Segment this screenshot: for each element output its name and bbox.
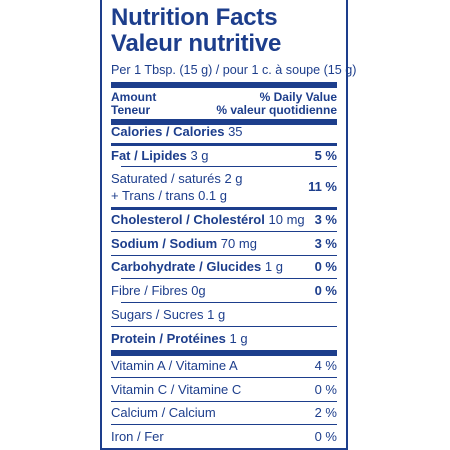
nutrition-facts-panel: Nutrition Facts Valeur nutritive Per 1 T… xyxy=(100,0,356,450)
calcium-label: Calcium / Calcium xyxy=(111,405,216,420)
amount-label: Amount xyxy=(111,90,157,104)
calcium-dv: 2 % xyxy=(314,405,337,420)
divider-thin xyxy=(111,326,337,327)
saturated-trans-dv: 11 % xyxy=(308,179,337,194)
divider-medium xyxy=(111,207,337,210)
sugars-label: Sugars / Sucres xyxy=(111,307,204,322)
calories-value: 35 xyxy=(228,124,243,139)
title-english: Nutrition Facts xyxy=(111,4,278,31)
saturated-label: Saturated / saturés xyxy=(111,171,221,186)
divider-medium xyxy=(111,143,337,146)
divider-thick xyxy=(111,119,337,125)
trans-value: 0.1 g xyxy=(198,188,227,203)
fat-value: 3 g xyxy=(190,148,209,163)
sodium-label: Sodium / Sodium xyxy=(111,236,218,251)
divider-thin xyxy=(121,302,337,303)
cholesterol-value: 10 mg xyxy=(268,212,305,227)
divider-thin xyxy=(121,278,337,279)
fibre-dv: 0 % xyxy=(314,283,337,298)
cholesterol-label: Cholesterol / Cholestérol xyxy=(111,212,265,227)
sugars-value: 1 g xyxy=(207,307,226,322)
fat-dv: 5 % xyxy=(314,148,337,163)
protein-label: Protein / Protéines xyxy=(111,331,226,346)
fibre-label: Fibre / Fibres xyxy=(111,283,188,298)
fibre-value: 0g xyxy=(191,283,206,298)
daily-value-label: % Daily Value xyxy=(259,90,337,104)
calories-label: Calories / Calories xyxy=(111,124,225,139)
title-french: Valeur nutritive xyxy=(111,30,282,57)
divider-thin xyxy=(121,166,337,167)
vitamin-a-dv: 4 % xyxy=(314,358,337,373)
divider-thin xyxy=(111,255,337,256)
vitamin-c-dv: 0 % xyxy=(314,382,337,397)
fat-label: Fat / Lipides xyxy=(111,148,187,163)
valeur-quotidienne-label: % valeur quotidienne xyxy=(216,103,337,117)
vitamin-c-label: Vitamin C / Vitamine C xyxy=(111,382,242,397)
carbohydrate-label: Carbohydrate / Glucides xyxy=(111,259,262,274)
serving-size: Per 1 Tbsp. (15 g) / pour 1 c. à soupe (… xyxy=(111,63,357,77)
divider-thin xyxy=(111,377,337,378)
sodium-value: 70 mg xyxy=(220,236,257,251)
nutrition-facts-content: Nutrition Facts Valeur nutritive Per 1 T… xyxy=(111,0,356,448)
iron-dv: 0 % xyxy=(314,429,337,444)
iron-label: Iron / Fer xyxy=(111,429,164,444)
teneur-label: Teneur xyxy=(111,103,151,117)
divider-thin xyxy=(111,401,337,402)
trans-label: + Trans / trans xyxy=(111,188,195,203)
divider-thin xyxy=(111,424,337,425)
divider-thick xyxy=(111,350,337,356)
sodium-dv: 3 % xyxy=(314,236,337,251)
saturated-value: 2 g xyxy=(224,171,243,186)
cholesterol-dv: 3 % xyxy=(314,212,337,227)
protein-value: 1 g xyxy=(229,331,248,346)
carbohydrate-dv: 0 % xyxy=(314,259,337,274)
divider-thin xyxy=(111,231,337,232)
vitamin-a-label: Vitamin A / Vitamine A xyxy=(111,358,238,373)
divider-thick xyxy=(111,82,337,88)
carbohydrate-value: 1 g xyxy=(264,259,283,274)
